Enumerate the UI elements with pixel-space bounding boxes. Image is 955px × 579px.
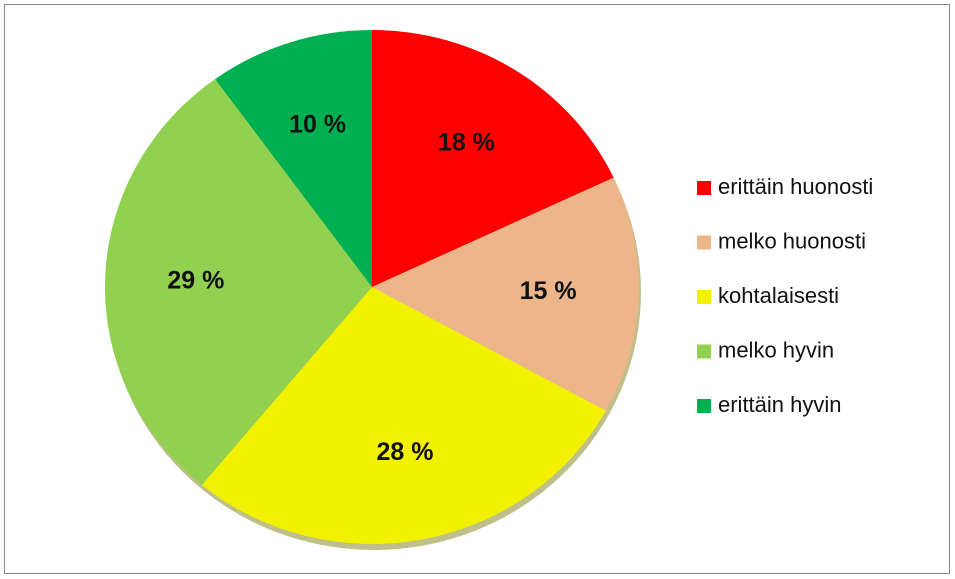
pie-slice [215,30,372,287]
legend-swatch [697,235,711,250]
legend-label: kohtalaisesti [718,283,839,308]
pie-slice [372,177,639,411]
pie-slice [201,287,606,544]
data-label: 28 % [377,438,434,466]
legend-swatch [697,290,711,304]
data-label: 10 % [289,110,346,138]
data-label: 29 % [167,266,224,294]
legend-swatch [697,181,711,195]
legend-swatch [697,344,711,359]
pie-slice [105,79,372,486]
data-label: 15 % [520,277,577,305]
legend-label: melko huonosti [718,228,866,253]
legend-label: erittäin huonosti [718,174,873,199]
legend-label: melko hyvin [718,337,834,362]
pie-slice [372,30,614,287]
data-label: 18 % [438,128,495,156]
legend-label: erittäin hyvin [718,392,842,417]
legend-swatch [697,399,711,413]
